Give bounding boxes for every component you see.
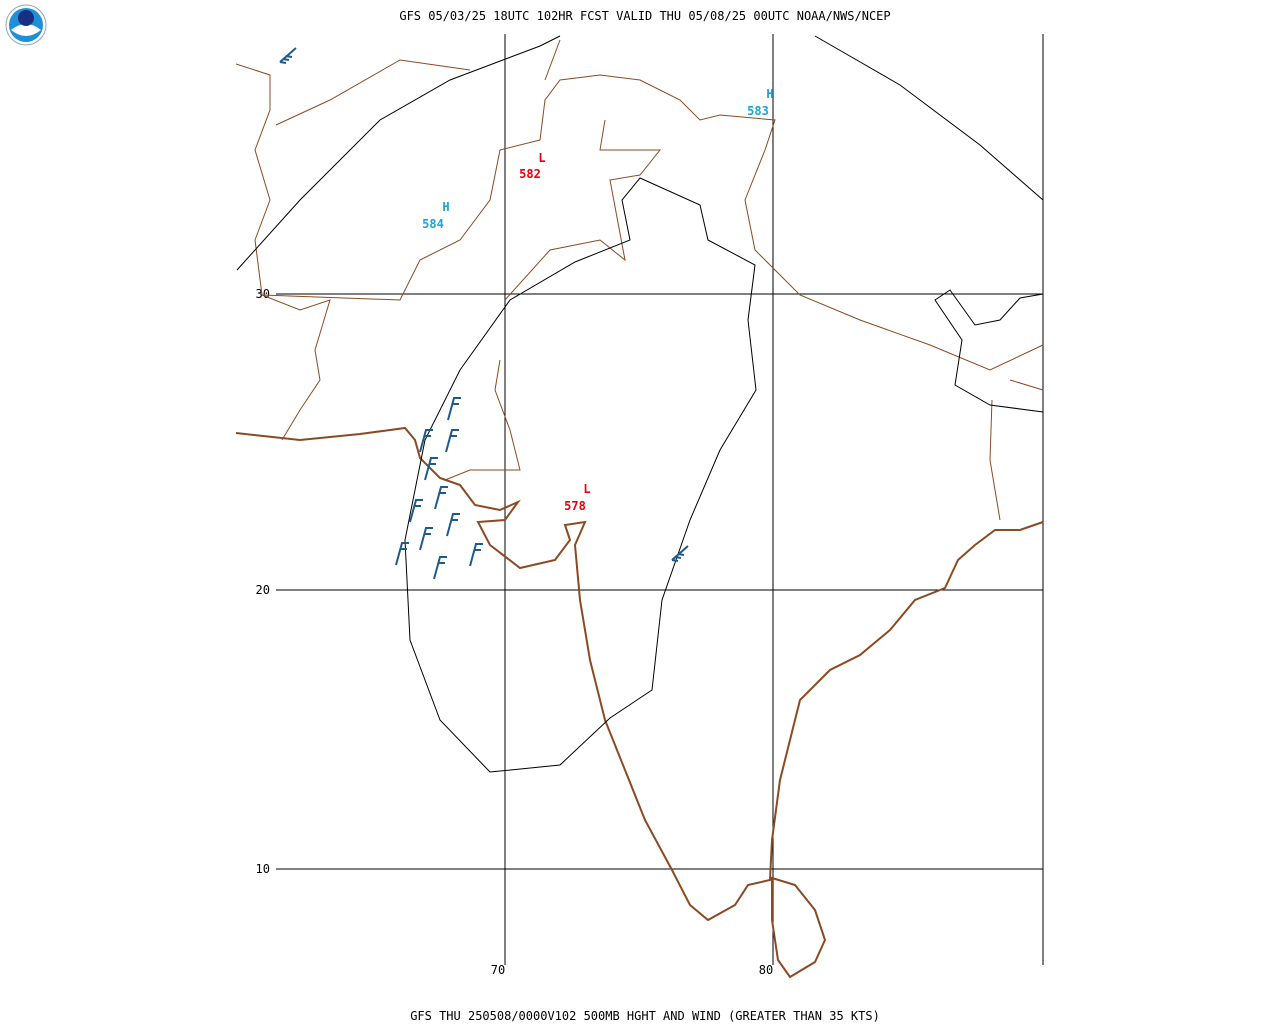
lat-label: 20	[256, 583, 270, 597]
wind-barb	[419, 527, 433, 551]
height-contour	[934, 289, 1044, 413]
wind-barb	[279, 47, 297, 64]
sri-lanka	[771, 876, 827, 979]
wind-barb	[419, 429, 433, 453]
center-symbol: H	[766, 87, 773, 101]
wind-barb	[424, 457, 438, 481]
wind-barb	[433, 556, 447, 580]
center-symbol: L	[538, 151, 545, 165]
wind-barb	[469, 543, 483, 567]
center-value: 578	[564, 499, 586, 513]
center-value: 583	[747, 104, 769, 118]
wind-barb	[409, 499, 423, 523]
noaa-logo	[5, 4, 47, 46]
lat-label: 30	[256, 287, 270, 301]
height-contour	[236, 35, 561, 271]
lat-label: 10	[256, 862, 270, 876]
wind-barbs	[279, 47, 689, 580]
coastline	[235, 426, 1044, 922]
caption: GFS THU 250508/0000V102 500MB HGHT AND W…	[410, 1009, 880, 1023]
title: GFS 05/03/25 18UTC 102HR FCST VALID THU …	[399, 9, 890, 23]
height-contour	[814, 35, 1044, 201]
wind-barb	[434, 486, 448, 510]
center-symbol: H	[442, 200, 449, 214]
center-symbol: L	[583, 482, 590, 496]
logo-bird	[11, 24, 41, 36]
wind-barb	[447, 397, 461, 421]
lon-label: 70	[491, 963, 505, 977]
logo-top	[18, 10, 34, 26]
center-value: 584	[422, 217, 444, 231]
wind-barb	[395, 542, 409, 566]
height-contour	[404, 177, 757, 773]
center-value: 582	[519, 167, 541, 181]
borders	[235, 39, 1044, 521]
wind-barb	[446, 513, 460, 537]
wind-barb	[671, 545, 689, 562]
wind-barb	[445, 429, 459, 453]
lon-label: 80	[759, 963, 773, 977]
